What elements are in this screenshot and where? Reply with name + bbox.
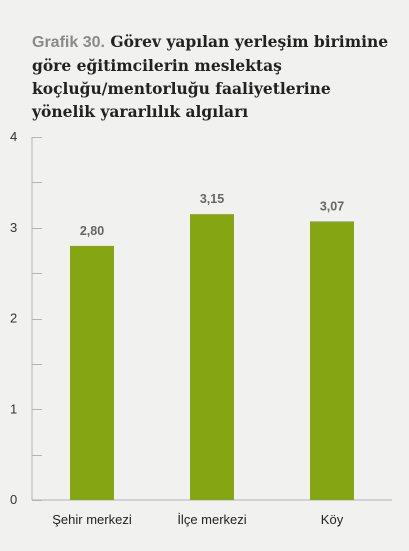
y-tick-label: 4 xyxy=(10,129,17,144)
y-tick-label: 3 xyxy=(10,220,17,235)
y-tick-label: 1 xyxy=(10,401,17,416)
y-tick-label: 0 xyxy=(10,492,17,507)
value-label: 2,80 xyxy=(80,224,104,238)
bar xyxy=(310,221,354,500)
category-label: İlçe merkezi xyxy=(177,512,246,527)
y-tick-label: 2 xyxy=(10,311,17,326)
bar xyxy=(70,245,114,500)
figure-number: Grafik 30. xyxy=(32,34,105,51)
bar xyxy=(190,214,234,500)
chart-title: Grafik 30. Görev yapılan yerleşim birimi… xyxy=(32,30,392,123)
value-label: 3,07 xyxy=(320,199,344,213)
figure-title-text: Görev yapılan yerleşim birimine göre eği… xyxy=(32,32,389,121)
value-label: 3,15 xyxy=(200,192,224,206)
category-label: Şehir merkezi xyxy=(52,512,132,527)
category-label: Köy xyxy=(321,512,344,527)
